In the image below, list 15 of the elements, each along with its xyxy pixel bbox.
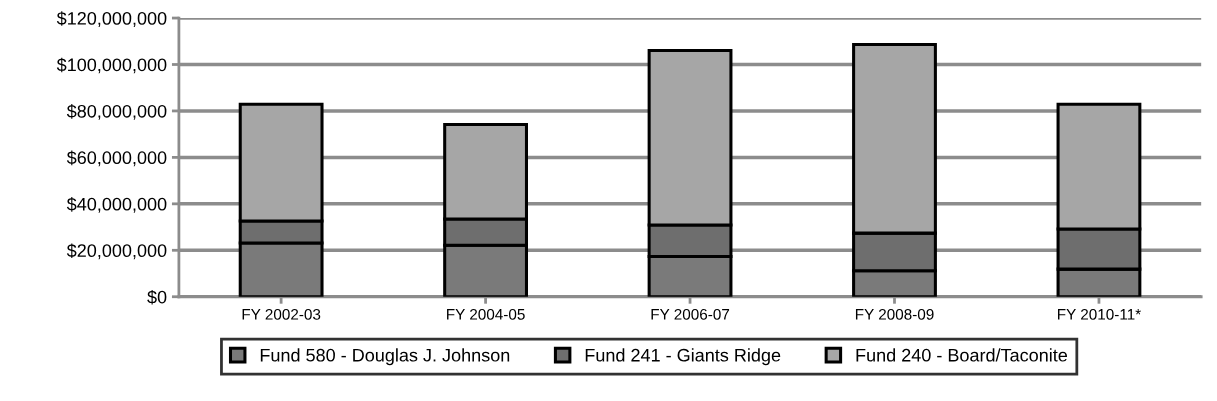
y-tick-label: $40,000,000 <box>66 197 167 213</box>
y-tick-label: $20,000,000 <box>66 243 167 260</box>
legend-label: Fund 580 - Douglas J. Johnson <box>260 348 510 366</box>
legend-label: Fund 241 - Giants Ridge <box>585 348 781 366</box>
legend-label: Fund 240 - Board/Taconite <box>856 348 1068 362</box>
x-tick-label: FY 2006-07 <box>651 308 730 320</box>
y-tick-label: $80,000,000 <box>66 104 167 120</box>
x-tick-label: FY 2002-03 <box>242 308 321 320</box>
x-tick-label: FY 2010-11* <box>1058 308 1141 320</box>
x-tick-label: FY 2004-05 <box>447 308 525 320</box>
y-tick-label: $60,000,000 <box>66 150 167 167</box>
y-tick-label: $120,000,000 <box>56 11 167 27</box>
x-tick-label: FY 2008-09 <box>855 308 934 320</box>
y-tick-label: $100,000,000 <box>56 57 167 74</box>
y-tick-label: $0 <box>147 289 167 305</box>
